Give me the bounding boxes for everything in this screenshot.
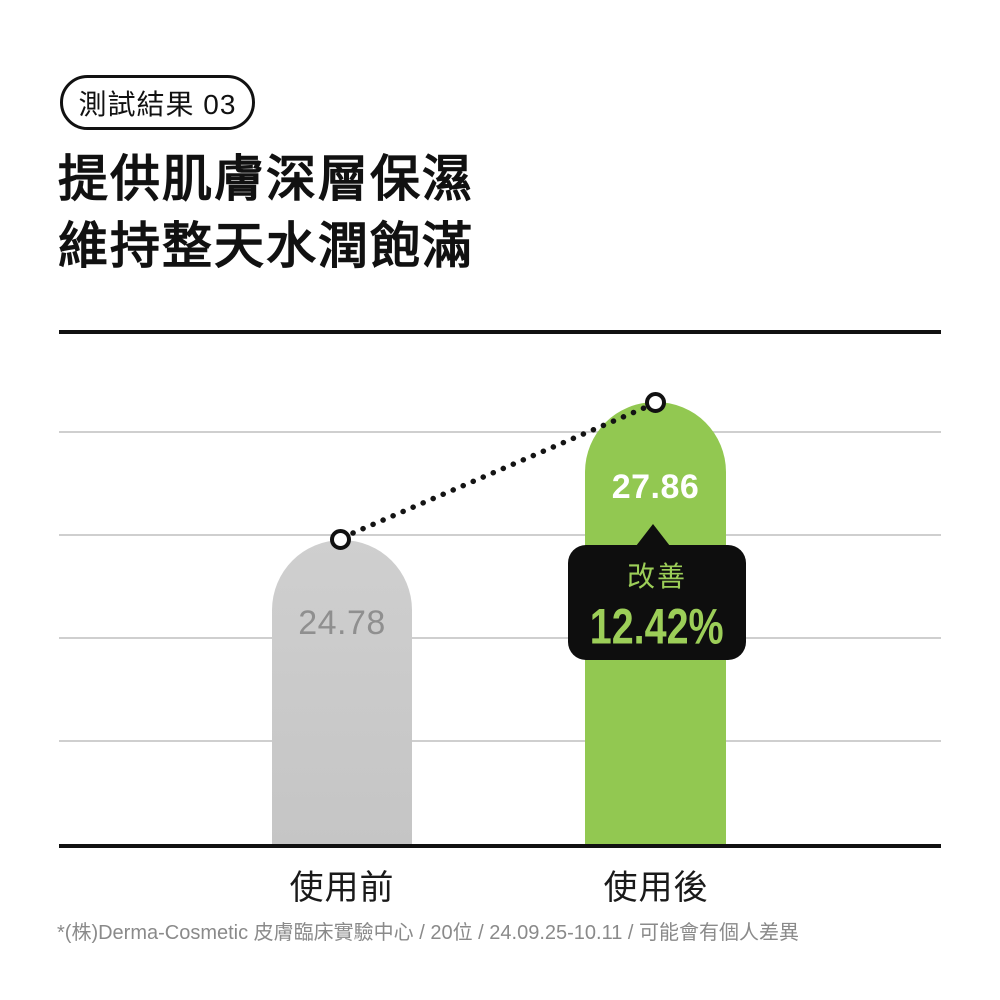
gridline [59, 637, 941, 639]
bar-before-use: 24.78 [272, 540, 412, 844]
bar-after-value-label: 27.86 [611, 468, 700, 506]
x-axis-label-before: 使用前 [289, 869, 395, 907]
gridline [59, 431, 941, 433]
test-result-badge: 測試結果 03 [60, 75, 255, 130]
test-result-badge-label: 測試結果 03 [78, 88, 237, 120]
improvement-value: 12.42% [590, 598, 724, 655]
chart-baseline [59, 844, 941, 848]
page-title: 提供肌膚深層保濕 維持整天水潤飽滿 [58, 146, 958, 280]
improvement-callout: 改善 12.42% [568, 545, 746, 660]
gridline [59, 534, 941, 536]
footnote: *(株)Derma-Cosmetic 皮膚臨床實驗中心 / 20位 / 24.0… [57, 922, 800, 944]
point-marker-before [330, 529, 351, 550]
bar-before-value-label: 24.78 [298, 604, 386, 642]
callout-pointer-triangle [636, 524, 670, 546]
chart-top-rule [59, 330, 941, 334]
improvement-label: 改善 [626, 561, 687, 592]
page-title-line-1: 提供肌膚深層保濕 [58, 151, 474, 207]
gridline [59, 740, 941, 742]
x-axis-label-after: 使用後 [603, 869, 709, 907]
point-marker-after [645, 392, 666, 413]
page-title-line-2: 維持整天水潤飽滿 [58, 218, 474, 274]
